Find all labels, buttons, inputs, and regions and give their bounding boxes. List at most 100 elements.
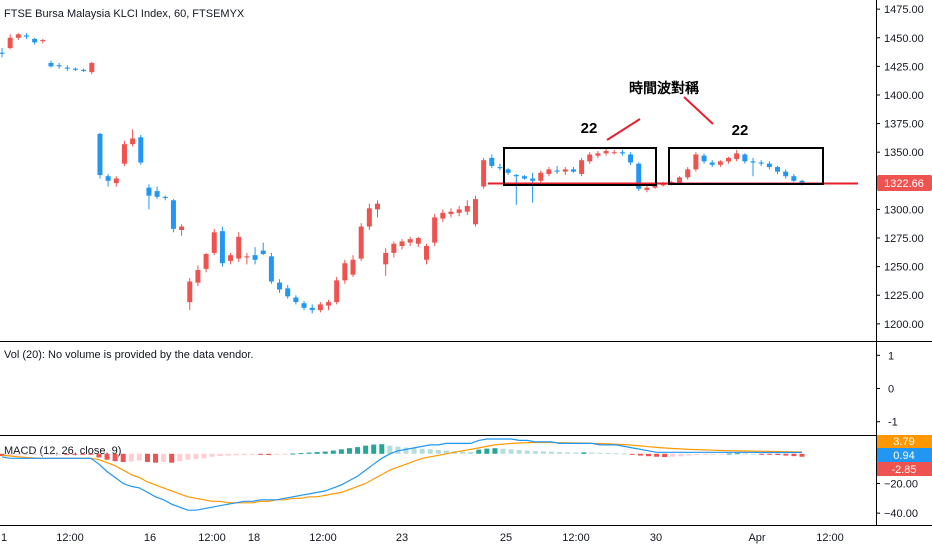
annotation-title: 時間波對稱 xyxy=(629,80,699,96)
macd-histogram-bar xyxy=(427,449,433,454)
candle-body xyxy=(644,187,650,190)
price-tick-label: 1425.00 xyxy=(884,61,924,73)
macd-histogram-bar xyxy=(120,453,126,462)
price-tick-label: 1450.00 xyxy=(884,33,924,45)
candle-body xyxy=(448,211,454,214)
macd-histogram-bar xyxy=(258,453,264,455)
macd-histogram-bar xyxy=(742,453,748,455)
candle-body xyxy=(603,151,609,154)
macd-histogram-bar xyxy=(387,445,393,454)
macd-histogram-bar xyxy=(201,453,207,459)
macd-histogram-bar xyxy=(629,453,635,455)
macd-histogram-bar xyxy=(185,453,191,460)
macd-axis[interactable]: −20.00 −40.00 xyxy=(876,478,918,520)
time-axis-label: 12:00 xyxy=(309,532,337,544)
macd-histogram-bar xyxy=(468,452,474,454)
macd-histogram-bar xyxy=(56,453,62,455)
time-axis-label: 12:00 xyxy=(198,532,226,544)
volume-axis[interactable]: 1 0 -1 xyxy=(876,350,898,429)
candle-body xyxy=(113,178,119,184)
pattern-box-right xyxy=(668,147,824,185)
macd-histogram-bar xyxy=(589,452,595,454)
pattern-box-left xyxy=(503,147,657,186)
time-axis-label: 12:00 xyxy=(562,532,590,544)
candle-body xyxy=(195,270,201,283)
candle-body xyxy=(301,303,307,308)
candle-body xyxy=(277,282,283,290)
macd-histogram-bar xyxy=(775,453,781,455)
pane-grid xyxy=(0,0,932,526)
macd-histogram-bar xyxy=(621,453,627,455)
macd-histogram-bar xyxy=(573,452,579,454)
macd-histogram-bar xyxy=(363,445,369,454)
candle-body xyxy=(619,152,625,154)
macd-histogram-bar xyxy=(710,453,716,455)
macd-histogram-bar xyxy=(88,453,94,455)
candle-body xyxy=(391,243,397,253)
macd-histogram-bar xyxy=(322,451,328,454)
candle-body xyxy=(758,162,764,164)
annotation-count-right: 22 xyxy=(732,122,749,139)
price-axis[interactable]: 1200.001225.001250.001275.001300.001325.… xyxy=(876,4,924,331)
macd-histogram-bar xyxy=(670,453,676,457)
candle-body xyxy=(0,52,5,54)
candle-body xyxy=(105,176,111,181)
candle-body xyxy=(170,200,176,229)
candle-body xyxy=(742,154,748,162)
candle-body xyxy=(407,239,413,243)
price-tick-label: 1200.00 xyxy=(884,319,924,331)
candle-body xyxy=(179,226,185,231)
macd-histogram-bar xyxy=(443,450,449,454)
candle-body xyxy=(766,163,772,168)
candle-body xyxy=(358,226,364,259)
macd-histogram-bar xyxy=(500,448,506,454)
time-axis-label: Apr xyxy=(748,532,765,544)
annotation-pointer-left xyxy=(606,118,641,141)
price-tick-label: 1375.00 xyxy=(884,119,924,131)
candle-body xyxy=(685,169,691,178)
candle-body xyxy=(440,212,446,219)
candle-body xyxy=(611,152,617,154)
macd-tick-label: −40.00 xyxy=(884,508,918,520)
candle-body xyxy=(23,35,29,37)
candle-body xyxy=(570,169,576,172)
macd-histogram-bar xyxy=(371,444,377,454)
time-axis-label: 1 xyxy=(1,532,7,544)
macd-histogram-bar xyxy=(557,452,563,454)
macd-histogram-bar xyxy=(718,453,724,455)
macd-histogram-bar xyxy=(645,453,651,457)
candle-body xyxy=(717,161,723,165)
macd-histogram-bar xyxy=(379,444,385,454)
time-axis-label: 23 xyxy=(396,532,408,544)
last-price-tag: 1322.66 xyxy=(877,175,932,191)
macd-histogram-bar xyxy=(282,453,288,455)
macd-histogram-bar xyxy=(637,453,643,456)
macd-histogram-bar xyxy=(476,449,482,454)
candle-body xyxy=(456,209,462,213)
price-tick-label: 1475.00 xyxy=(884,4,924,16)
macd-histogram-bar xyxy=(581,452,587,454)
candle-body xyxy=(472,199,478,225)
candle-body xyxy=(562,169,568,172)
macd-histogram-bar xyxy=(734,453,740,455)
macd-histogram-bar xyxy=(80,453,86,455)
candle-body xyxy=(309,307,315,311)
time-axis[interactable]: 1 12:00 16 12:00 18 12:00 23 25 12:00 30 Apr 12:00 xyxy=(1,532,844,544)
time-axis-label: 16 xyxy=(144,532,156,544)
macd-histogram-bar xyxy=(565,452,571,454)
macd-histogram-bar xyxy=(233,453,239,456)
price-tick-label: 1225.00 xyxy=(884,290,924,302)
macd-histogram-bar xyxy=(791,453,797,457)
macd-histogram-bar xyxy=(799,453,805,457)
macd-histogram-bar xyxy=(96,453,102,458)
macd-histogram-bar xyxy=(250,453,256,455)
macd-label: MACD (12, 26, close, 9) xyxy=(4,445,121,457)
candle-body xyxy=(423,246,429,260)
macd-histogram-bar xyxy=(346,448,352,454)
time-axis-label: 25 xyxy=(500,532,512,544)
candle-body xyxy=(521,176,527,179)
macd-histogram-bar xyxy=(47,453,53,455)
macd-histogram-bar xyxy=(492,448,498,454)
candle-body xyxy=(81,69,87,71)
